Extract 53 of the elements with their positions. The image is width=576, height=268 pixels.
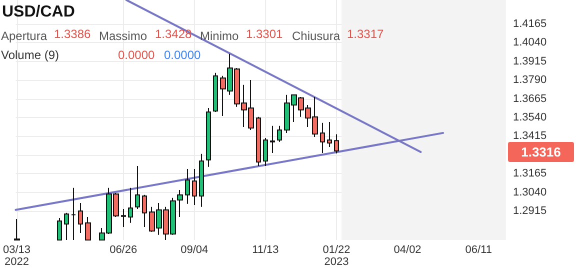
y-tick-label: 1.3665 (513, 92, 547, 105)
candlestick (78, 202, 83, 234)
y-tick-label: 1.3790 (513, 74, 547, 86)
candlestick (270, 125, 275, 154)
candlestick (213, 72, 218, 112)
annotation: Massimo (99, 29, 148, 43)
annotation: 0.0000 (164, 48, 202, 62)
candlestick (128, 187, 133, 224)
annotation: Chiusura (292, 29, 340, 43)
y-tick-label: 1.3915 (513, 55, 547, 68)
candlestick (177, 189, 183, 218)
annotation: Minimo (200, 29, 239, 43)
y-tick-label: 1.4040 (513, 36, 547, 49)
candlestick (206, 107, 211, 168)
annotation: 1.3386 (54, 27, 92, 41)
text: 1.3316 (521, 144, 561, 160)
y-tick-label: 1.3165 (513, 168, 547, 180)
candlestick (192, 168, 197, 206)
x-tick-label: 04/02 (394, 244, 422, 256)
candlestick (85, 216, 91, 240)
candlestick (14, 218, 20, 240)
candlestick (263, 138, 268, 167)
x-tick-label: 11/13 (252, 244, 279, 256)
annotation: 1.3317 (347, 27, 384, 41)
y-tick-label: 1.3540 (513, 112, 547, 124)
candlestick (199, 153, 204, 208)
candlestick (185, 168, 190, 204)
chart-title: USD/CAD (2, 4, 75, 20)
candlestick (256, 116, 261, 167)
y-tick-label: 1.4165 (513, 18, 547, 30)
annotation: Volume (9) (1, 48, 60, 62)
y-tick-label: 1.2915 (513, 205, 547, 218)
candlestick (71, 187, 76, 240)
annotation: 1.3428 (155, 27, 192, 41)
candlestick (334, 134, 339, 154)
candlestick (135, 166, 140, 210)
x-tick-label: 09/04 (180, 244, 208, 256)
annotation: 1.3301 (246, 27, 284, 41)
candlestick (320, 122, 325, 154)
x-tick-label: 06/11 (465, 244, 492, 256)
candlestick (277, 125, 282, 142)
candlestick (142, 194, 147, 228)
candlestick (327, 122, 332, 148)
annotation: Apertura (1, 29, 48, 43)
annotation: 0.0000 (118, 48, 156, 62)
x-tick-label: 03/13 2022 (3, 244, 31, 268)
candlestick (64, 212, 69, 240)
y-tick-label: 1.3040 (513, 186, 547, 198)
candlestick (121, 208, 126, 228)
x-tick-label: 06/26 (110, 244, 138, 256)
candlestick (57, 217, 62, 240)
y-tick-label: 1.3415 (513, 130, 547, 142)
x-tick-label: 01/22 2023 (322, 244, 350, 268)
